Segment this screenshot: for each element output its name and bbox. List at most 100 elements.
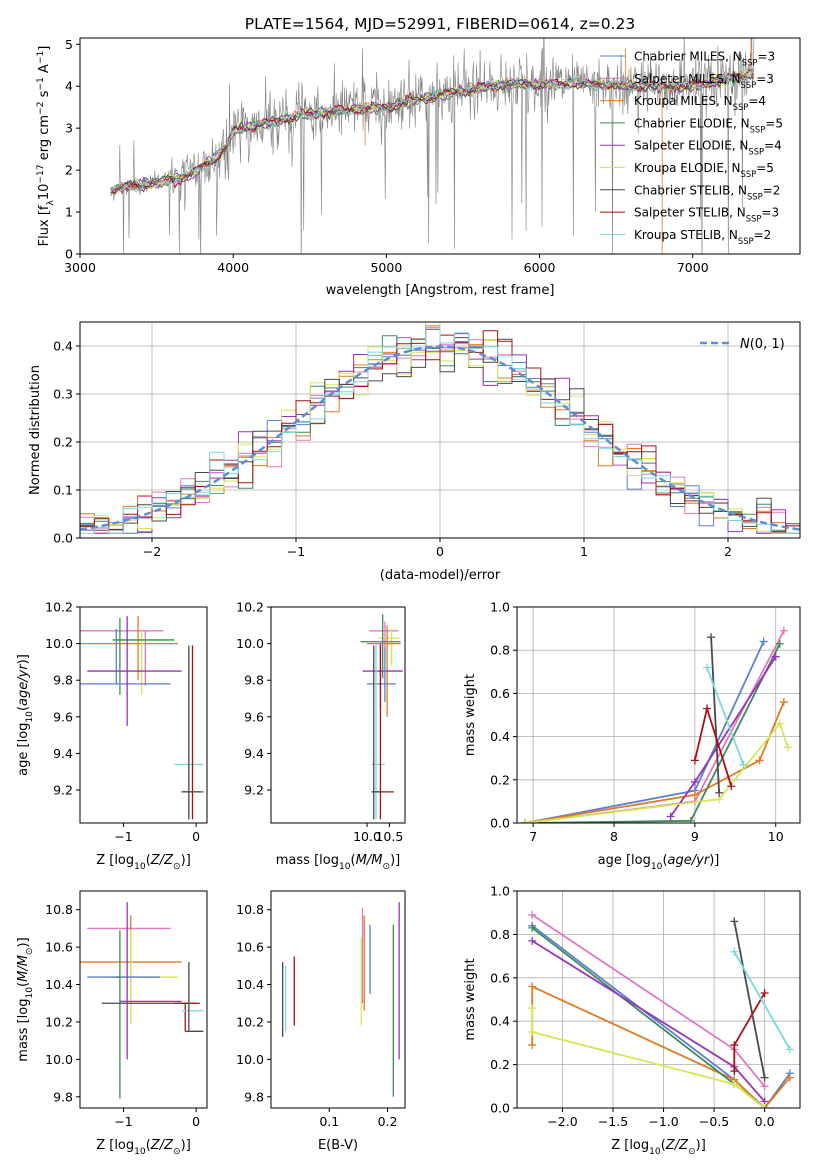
x-axis-label: (data-model)/error xyxy=(380,568,501,583)
y-tick-label: 10.8 xyxy=(236,902,264,917)
x-tick-label: 2 xyxy=(724,544,732,559)
marker xyxy=(779,626,788,635)
legend-label: N(0, 1) xyxy=(740,337,785,352)
x-tick-label: 0.1 xyxy=(319,1114,339,1129)
errorbar-salpeter-miles xyxy=(80,630,164,686)
axes-frame xyxy=(516,890,801,1109)
series-salpeter-stelib xyxy=(730,988,769,1076)
y-tick-label: 0.4 xyxy=(490,1014,510,1029)
marker xyxy=(707,633,716,642)
x-axis-label: Z [log10(Z/Z⊙)] xyxy=(96,853,191,872)
y-tick-label: 10.2 xyxy=(45,600,73,615)
x-tick-label: 5000 xyxy=(370,260,402,275)
y-tick-label: 9.2 xyxy=(53,783,73,798)
marker xyxy=(760,1104,769,1108)
errorbar-salpeter-miles xyxy=(369,621,399,650)
x-axis-label: age [log10(age/yr)] xyxy=(598,853,720,872)
x-tick-label: −1.0 xyxy=(648,1114,678,1129)
y-tick-label: 0.4 xyxy=(53,339,73,354)
panel-spectrum: 3000 4000 5000 6000 7000 0 1 2 3 4 5 wavelength [An… xyxy=(36,37,801,298)
legend-label: Chabrier ELODIE, NSSP=5 xyxy=(634,116,783,134)
marker xyxy=(686,816,695,823)
y-axis-label: mass weight xyxy=(463,674,478,756)
y-tick-label: 10.0 xyxy=(236,636,264,651)
x-tick-label: −0.5 xyxy=(699,1114,729,1129)
x-tick-label: −2.0 xyxy=(547,1114,577,1129)
y-tick-label: 9.8 xyxy=(244,673,264,688)
y-tick-label: 0.8 xyxy=(490,643,510,658)
y-tick-label: 5 xyxy=(65,37,73,52)
panel-age_vs_Z: −1 0 9.2 9.4 9.6 9.8 10.0 10.2 Z [log10(Z/Z⊙)] ag… xyxy=(16,600,208,872)
errorbar-chabrier-elodie xyxy=(112,617,175,695)
axes-frame xyxy=(516,606,801,824)
marker xyxy=(771,652,780,661)
plot-area xyxy=(521,626,792,823)
y-tick-label: 10.2 xyxy=(236,600,264,615)
marker xyxy=(703,704,712,713)
y-tick-label: 9.4 xyxy=(244,746,264,761)
legend-label: Chabrier MILES, NSSP=3 xyxy=(634,50,775,68)
marker xyxy=(690,790,699,799)
y-tick-label: 10.6 xyxy=(236,940,264,955)
y-tick-label: 1.0 xyxy=(490,884,510,899)
x-tick-label: 8 xyxy=(610,829,618,844)
y-axis-label: Normed distribution xyxy=(28,365,43,495)
y-tick-label: 0.6 xyxy=(490,686,510,701)
y-tick-label: 9.6 xyxy=(244,709,264,724)
marker xyxy=(783,743,792,752)
x-tick-label: 7000 xyxy=(677,260,709,275)
y-tick-label: 10.4 xyxy=(236,977,264,992)
x-tick-label: 0 xyxy=(192,829,200,844)
panel-mass_vs_ebv: 0.1 0.2 9.8 10.0 10.2 10.4 10.6 10.8 E(B-V) xyxy=(236,890,406,1153)
axes-frame xyxy=(270,606,406,824)
y-axis-label: mass weight xyxy=(463,958,478,1040)
line xyxy=(710,637,720,793)
normal-curve xyxy=(80,345,800,531)
axes-frame xyxy=(79,321,801,539)
marker xyxy=(760,988,769,997)
y-tick-label: 9.8 xyxy=(53,1089,73,1104)
marker xyxy=(779,698,788,707)
marker xyxy=(727,782,736,791)
axes-frame xyxy=(270,890,406,1109)
errorbar-chabrier-miles xyxy=(367,647,397,703)
y-tick-label: 0.2 xyxy=(490,1057,510,1072)
legend-label: Chabrier STELIB, NSSP=2 xyxy=(634,183,780,201)
y-tick-label: 0 xyxy=(65,247,73,262)
y-tick-label: 4 xyxy=(65,79,73,94)
y-tick-label: 3 xyxy=(65,121,73,136)
marker xyxy=(730,1080,739,1089)
plot-area xyxy=(80,902,204,1099)
model-kroupa-stelib xyxy=(110,71,755,193)
x-tick-label: 3000 xyxy=(64,260,96,275)
plot-area xyxy=(110,38,755,254)
x-tick-label: 10 xyxy=(768,829,784,844)
histogram-kroupa-stelib xyxy=(80,322,800,534)
errorbar-chabrier-stelib xyxy=(371,645,383,820)
errorbar-salpeter-stelib xyxy=(174,1002,200,1032)
x-tick-label: −2 xyxy=(143,544,161,559)
y-tick-label: 0.3 xyxy=(53,387,73,402)
legend-label: Salpeter MILES, NSSP=3 xyxy=(634,72,774,90)
x-tick-label: 9 xyxy=(691,829,699,844)
errorbar-kroupa-miles xyxy=(80,616,178,681)
line xyxy=(531,927,766,1108)
y-tick-label: 10.8 xyxy=(45,902,73,917)
errorbar-chabrier-stelib xyxy=(185,962,204,1032)
line xyxy=(525,643,781,823)
x-tick-label: 6000 xyxy=(524,260,556,275)
series-chabrier-miles xyxy=(528,921,794,1108)
x-axis-label: mass [log10(M/M⊙)] xyxy=(276,853,400,872)
x-tick-label: 0 xyxy=(192,1114,200,1129)
y-tick-label: 0.0 xyxy=(490,1101,510,1116)
y-tick-label: 0.1 xyxy=(53,483,73,498)
marker xyxy=(730,917,739,926)
marker xyxy=(666,812,675,821)
series-kroupa-miles xyxy=(528,982,794,1108)
line xyxy=(733,992,766,1072)
plot-area xyxy=(360,614,403,820)
x-tick-label: −1 xyxy=(114,829,132,844)
marker xyxy=(759,637,768,646)
marker xyxy=(690,756,699,765)
